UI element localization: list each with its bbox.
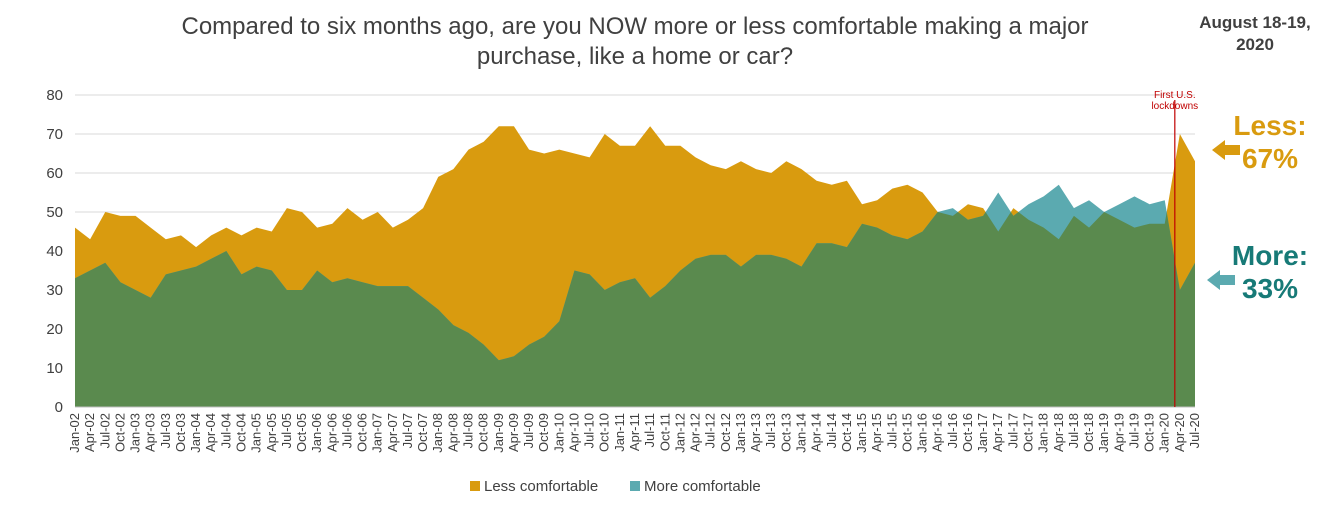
x-tick-label: Apr-02 bbox=[82, 413, 97, 452]
y-tick-label: 20 bbox=[46, 321, 63, 338]
x-tick-label: Jul-06 bbox=[339, 413, 354, 448]
x-tick-label: Oct-19 bbox=[1142, 413, 1157, 452]
legend-swatch bbox=[470, 481, 480, 491]
x-tick-label: Oct-10 bbox=[597, 413, 612, 452]
x-tick-label: Oct-05 bbox=[294, 413, 309, 452]
x-tick-label: Jan-12 bbox=[672, 413, 687, 453]
x-tick-label: Jul-12 bbox=[703, 413, 718, 448]
callout-label: More: bbox=[1232, 240, 1308, 271]
x-tick-label: Apr-04 bbox=[203, 413, 218, 452]
x-tick-label: Oct-16 bbox=[960, 413, 975, 452]
x-tick-label: Apr-13 bbox=[748, 413, 763, 452]
x-tick-label: Apr-09 bbox=[506, 413, 521, 452]
x-tick-label: Oct-06 bbox=[355, 413, 370, 452]
x-tick-label: Oct-08 bbox=[476, 413, 491, 452]
x-tick-label: Apr-05 bbox=[264, 413, 279, 452]
x-tick-label: Apr-20 bbox=[1172, 413, 1187, 452]
legend-label: Less comfortable bbox=[484, 478, 598, 495]
callout-value: 33% bbox=[1242, 273, 1298, 304]
survey-date: August 18-19, 2020 bbox=[1199, 13, 1311, 54]
x-tick-label: Apr-15 bbox=[869, 413, 884, 452]
x-tick-label: Oct-09 bbox=[536, 413, 551, 452]
x-tick-label: Apr-19 bbox=[1111, 413, 1126, 452]
x-tick-label: Jan-19 bbox=[1096, 413, 1111, 453]
x-tick-label: Jan-05 bbox=[249, 413, 264, 453]
x-tick-label: Jan-06 bbox=[309, 413, 324, 453]
legend-label: More comfortable bbox=[644, 478, 761, 495]
x-tick-label: Jul-09 bbox=[521, 413, 536, 448]
less-arrow bbox=[1212, 140, 1240, 160]
x-tick-label: Oct-14 bbox=[839, 413, 854, 452]
x-tick-label: Jan-03 bbox=[128, 413, 143, 453]
x-tick-label: Jan-10 bbox=[551, 413, 566, 453]
y-tick-label: 80 bbox=[46, 87, 63, 104]
x-tick-label: Jul-18 bbox=[1066, 413, 1081, 448]
annotation: First U.S. lockdowns bbox=[1151, 90, 1198, 112]
x-tick-label: Apr-14 bbox=[809, 413, 824, 452]
x-tick-label: Oct-07 bbox=[415, 413, 430, 452]
x-tick-label: Jul-10 bbox=[582, 413, 597, 448]
x-tick-label: Apr-12 bbox=[688, 413, 703, 452]
x-tick-label: Jan-16 bbox=[915, 413, 930, 453]
x-tick-label: Jul-17 bbox=[1005, 413, 1020, 448]
x-tick-label: Jan-04 bbox=[188, 413, 203, 453]
x-tick-label: Oct-02 bbox=[112, 413, 127, 452]
y-tick-label: 0 bbox=[55, 399, 63, 416]
y-tick-label: 50 bbox=[46, 204, 63, 221]
x-tick-label: Jan-17 bbox=[975, 413, 990, 453]
x-tick-label: Oct-17 bbox=[1021, 413, 1036, 452]
x-tick-label: Apr-17 bbox=[990, 413, 1005, 452]
x-tick-label: Jul-14 bbox=[824, 413, 839, 448]
x-tick-label: Jul-19 bbox=[1126, 413, 1141, 448]
y-tick-label: 60 bbox=[46, 165, 63, 182]
x-tick-label: Jul-04 bbox=[218, 413, 233, 448]
x-tick-label: Jan-18 bbox=[1036, 413, 1051, 453]
x-tick-label: Apr-16 bbox=[930, 413, 945, 452]
x-tick-label: Jan-11 bbox=[612, 413, 627, 452]
x-tick-label: Oct-12 bbox=[718, 413, 733, 452]
y-tick-label: 40 bbox=[46, 243, 63, 260]
x-tick-label: Oct-18 bbox=[1081, 413, 1096, 452]
x-tick-label: Jul-08 bbox=[461, 413, 476, 448]
x-tick-label: Apr-18 bbox=[1051, 413, 1066, 452]
x-tick-label: Oct-04 bbox=[233, 413, 248, 452]
x-tick-label: Jan-15 bbox=[854, 413, 869, 453]
x-tick-label: Jul-15 bbox=[884, 413, 899, 448]
x-tick-label: Jul-11 bbox=[642, 413, 657, 447]
x-tick-label: Jan-07 bbox=[370, 413, 385, 453]
chart-title: Compared to six months ago, are you NOW … bbox=[181, 13, 1089, 70]
x-tick-label: Jan-09 bbox=[491, 413, 506, 453]
x-tick-label: Oct-11 bbox=[657, 413, 672, 451]
more-arrow bbox=[1207, 270, 1235, 290]
x-tick-label: Oct-15 bbox=[899, 413, 914, 452]
x-tick-label: Oct-03 bbox=[173, 413, 188, 452]
x-tick-label: Jul-16 bbox=[945, 413, 960, 448]
x-tick-label: Jan-08 bbox=[430, 413, 445, 453]
x-tick-label: Jul-03 bbox=[158, 413, 173, 448]
x-tick-label: Jul-05 bbox=[279, 413, 294, 448]
x-tick-label: Apr-07 bbox=[385, 413, 400, 452]
x-tick-label: Jan-13 bbox=[733, 413, 748, 453]
x-tick-label: Apr-03 bbox=[143, 413, 158, 452]
x-tick-label: Jul-02 bbox=[97, 413, 112, 448]
x-tick-label: Apr-11 bbox=[627, 413, 642, 451]
callout-value: 67% bbox=[1242, 143, 1298, 174]
x-tick-label: Jan-14 bbox=[793, 413, 808, 453]
x-tick-label: Apr-08 bbox=[445, 413, 460, 452]
x-tick-label: Jul-20 bbox=[1187, 413, 1202, 448]
legend-swatch bbox=[630, 481, 640, 491]
y-tick-label: 10 bbox=[46, 360, 63, 377]
callout-label: Less: bbox=[1233, 110, 1306, 141]
x-tick-label: Jan-02 bbox=[67, 413, 82, 453]
x-tick-label: Oct-13 bbox=[778, 413, 793, 452]
x-tick-label: Apr-10 bbox=[566, 413, 581, 452]
y-tick-label: 70 bbox=[46, 126, 63, 143]
x-tick-label: Apr-06 bbox=[324, 413, 339, 452]
y-tick-label: 30 bbox=[46, 282, 63, 299]
x-tick-label: Jul-13 bbox=[763, 413, 778, 448]
x-tick-label: Jan-20 bbox=[1157, 413, 1172, 453]
x-tick-label: Jul-07 bbox=[400, 413, 415, 448]
